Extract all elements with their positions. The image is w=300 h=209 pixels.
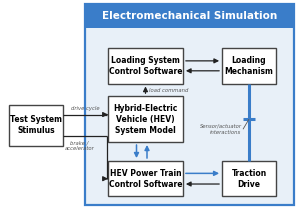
Bar: [108, 161, 183, 196]
Text: Loading System
Control Software: Loading System Control Software: [109, 56, 182, 76]
Bar: [222, 48, 276, 84]
Text: Loading
Mechanism: Loading Mechanism: [225, 56, 273, 76]
Text: Hybrid-Electric
Vehicle (HEV)
System Model: Hybrid-Electric Vehicle (HEV) System Mod…: [113, 103, 178, 135]
Text: Sensor/actuator
interactions: Sensor/actuator interactions: [200, 124, 242, 135]
Text: HEV Power Train
Control Software: HEV Power Train Control Software: [109, 169, 182, 189]
Text: load command: load command: [149, 88, 188, 93]
Bar: [222, 161, 276, 196]
Bar: [85, 4, 294, 205]
Text: drive cycle: drive cycle: [71, 106, 100, 111]
Text: Traction
Drive: Traction Drive: [231, 169, 267, 189]
Bar: [108, 48, 183, 84]
Bar: [108, 96, 183, 142]
Bar: [85, 4, 294, 28]
Bar: [9, 104, 63, 146]
Text: Electromechanical Simulation: Electromechanical Simulation: [102, 11, 278, 21]
Text: Test System
Stimulus: Test System Stimulus: [10, 115, 62, 135]
Text: brake /
accelerator: brake / accelerator: [64, 140, 94, 151]
